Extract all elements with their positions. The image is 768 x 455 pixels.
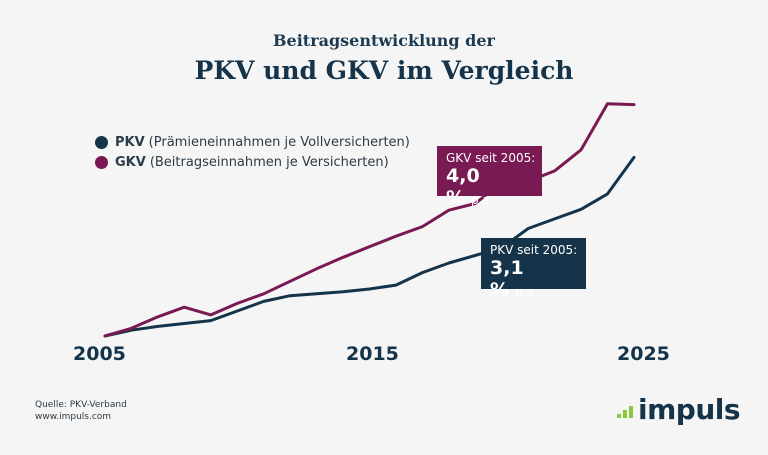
pkv-callout: PKV seit 2005: 3,1 % p.a. bbox=[481, 238, 586, 301]
logo-text: impuls bbox=[638, 393, 741, 426]
series-line-pkv bbox=[103, 155, 636, 338]
legend-desc-pkv: (Prämieneinnahmen je Vollversicherten) bbox=[148, 134, 410, 150]
legend-dot-gkv bbox=[95, 155, 108, 169]
legend-dot-pkv bbox=[95, 135, 108, 149]
x-tick-2025: 2025 bbox=[617, 343, 670, 365]
chart-subtitle: Beitragsentwicklung der bbox=[273, 31, 495, 50]
pkv-callout-label: PKV seit 2005: bbox=[490, 243, 578, 257]
legend-item-gkv: GKV (Beitragseinnahmen je Versicherten) bbox=[95, 152, 389, 172]
series-line-gkv bbox=[103, 102, 636, 338]
gkv-callout-label: GKV seit 2005: bbox=[446, 151, 536, 165]
x-tick-2005: 2005 bbox=[73, 343, 126, 365]
website-line[interactable]: www.impuls.com bbox=[35, 412, 112, 422]
gkv-callout-value: 4,0 % bbox=[446, 165, 480, 209]
source-note: Quelle: PKV-Verband www.impuls.com bbox=[35, 399, 127, 423]
x-tick-2015: 2015 bbox=[346, 343, 399, 365]
source-line: Quelle: PKV-Verband bbox=[35, 400, 127, 410]
pkv-callout-unit: p.a. bbox=[515, 285, 538, 299]
legend-desc-gkv: (Beitragseinnahmen je Versicherten) bbox=[149, 154, 389, 170]
legend-name-gkv: GKV bbox=[115, 154, 146, 170]
chart-title: PKV und GKV im Vergleich bbox=[194, 56, 574, 85]
legend-item-pkv: PKV (Prämieneinnahmen je Vollversicherte… bbox=[95, 132, 410, 152]
gkv-callout: GKV seit 2005: 4,0 % p.a. bbox=[437, 146, 542, 209]
pkv-callout-value: 3,1 % bbox=[490, 257, 524, 301]
impuls-logo: impuls bbox=[617, 391, 741, 426]
logo-bars-icon bbox=[617, 406, 635, 418]
gkv-callout-unit: p.a. bbox=[471, 193, 494, 207]
legend-name-pkv: PKV bbox=[115, 134, 145, 150]
